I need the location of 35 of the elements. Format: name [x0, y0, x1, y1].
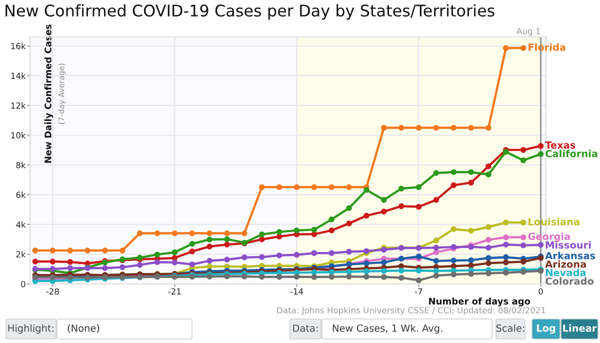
x-axis-title: Number of days ago	[429, 298, 530, 306]
series-label: California	[546, 150, 598, 158]
x-tick-label: -21	[168, 288, 181, 294]
series-label: Florida	[528, 43, 566, 51]
y-tick-label: 12k	[11, 102, 26, 109]
x-tick-label: -28	[46, 288, 59, 295]
text: (None)	[68, 324, 100, 333]
text: Log	[536, 324, 556, 334]
text: New Cases, 1 Wk. Avg.	[332, 324, 442, 334]
series-label: Nevada	[546, 268, 586, 276]
text: Data: Johns Hopkins University CSSE / CCI; Updated: 08/02/2021	[277, 306, 546, 316]
ref-line-label: Aug 1	[516, 28, 540, 36]
text: Highlight:	[8, 324, 54, 334]
series-label: Colorado	[546, 277, 594, 285]
series-label: Missouri	[546, 241, 591, 249]
series-label: Arizona	[545, 260, 586, 268]
chart-title: New Confirmed COVID-19 Cases per Day by States/Territories	[6, 4, 494, 20]
y-tick-label: 14k	[11, 72, 26, 79]
y-tick-label: 8k	[16, 162, 26, 168]
y-tick-label: 16k	[11, 42, 26, 50]
y-tick-label: 2k	[16, 251, 26, 258]
y-tick-label: 0	[21, 280, 26, 288]
series-label: Texas	[545, 142, 576, 149]
x-tick-label: -7	[414, 288, 422, 294]
series-label: Arkansas	[545, 252, 596, 260]
y-axis-title: New Daily Confirmed Cases	[44, 24, 54, 163]
x-tick-label: -14	[290, 288, 304, 294]
y-tick-label: 4k	[16, 221, 26, 228]
text: Data:	[293, 324, 318, 332]
y-tick-label: 6k	[16, 192, 26, 198]
text: Scale:	[496, 324, 524, 332]
text: Linear	[563, 324, 597, 332]
series-label: Louisiana	[528, 218, 580, 226]
x-tick-label: 0	[538, 288, 543, 295]
y-tick-label: 10k	[11, 132, 26, 138]
